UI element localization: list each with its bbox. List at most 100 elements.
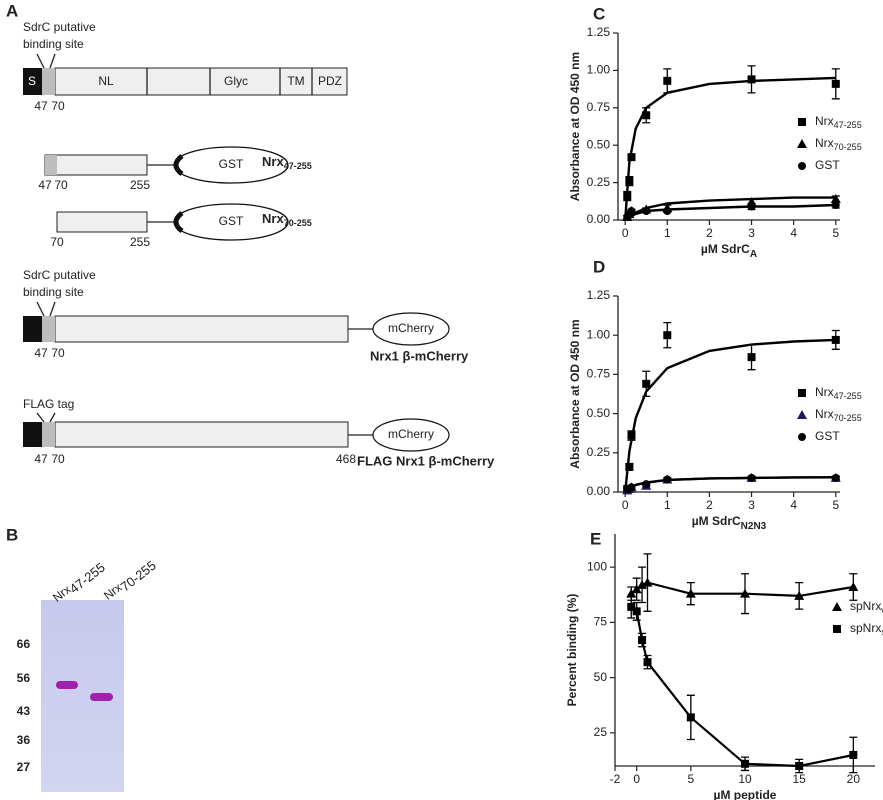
label: GST	[815, 158, 840, 172]
legend-marker	[797, 139, 807, 148]
y-tick-label: 75	[594, 615, 608, 629]
position: 47	[34, 99, 48, 113]
y-tick-label: 100	[587, 559, 607, 573]
marker-label: 36	[17, 733, 31, 747]
domain-label: S	[28, 74, 36, 88]
panel-label: E	[590, 529, 601, 548]
point	[638, 636, 647, 645]
point	[747, 75, 756, 84]
point	[643, 658, 652, 667]
point	[642, 379, 651, 388]
y-axis-title: Absorbance at OD 450 nm	[568, 52, 582, 201]
panel-label: A	[6, 1, 18, 20]
point	[831, 335, 840, 344]
point	[747, 202, 756, 211]
point	[741, 759, 749, 768]
legend-marker	[833, 625, 841, 633]
x-tick-label: 1	[664, 498, 671, 512]
point	[831, 201, 840, 210]
legend-marker	[832, 602, 842, 611]
annotation: SdrC putative	[23, 20, 96, 34]
point	[627, 153, 636, 162]
pointer	[36, 301, 45, 317]
point	[627, 483, 636, 492]
x-tick-label: 5	[832, 226, 839, 240]
point	[740, 588, 750, 598]
label-sub: scr	[881, 627, 883, 637]
domain-bar	[56, 211, 148, 233]
label-sub: 70-255	[834, 413, 862, 423]
binding-site	[45, 155, 57, 175]
position: 70	[51, 452, 65, 466]
label-main: µM SdrC	[701, 242, 750, 256]
position: 468	[336, 452, 356, 466]
series-line	[630, 606, 854, 768]
label-main: Nrx	[815, 385, 834, 399]
position: 255	[130, 235, 150, 249]
legend-marker	[798, 389, 806, 397]
y-tick-label: 0.25	[587, 445, 611, 459]
position: 70	[54, 178, 68, 192]
x-tick-label: 1	[664, 226, 671, 240]
x-tick-label: 3	[748, 498, 755, 512]
y-tick-label: 0.75	[587, 367, 611, 381]
legend-marker	[798, 118, 806, 126]
point	[663, 475, 672, 484]
x-tick-label: 5	[687, 772, 694, 786]
label: Nrx70-255	[815, 136, 862, 152]
marker-label: 27	[17, 760, 31, 774]
tag-edge	[173, 211, 184, 233]
point	[627, 602, 636, 611]
band	[90, 693, 113, 701]
fit-curve	[624, 196, 836, 221]
y-tick-label: 0.00	[587, 212, 611, 226]
label: µM peptide	[714, 788, 777, 800]
panel-label: B	[6, 525, 18, 544]
pointer	[49, 53, 56, 69]
band	[56, 681, 78, 689]
point	[663, 331, 672, 340]
domain-label: PDZ	[318, 74, 342, 88]
domain-bar	[54, 421, 349, 448]
y-tick-label: 0.25	[587, 175, 611, 189]
marker-label: 43	[17, 704, 31, 718]
domain-label: TM	[287, 74, 304, 88]
panel-label: D	[593, 257, 605, 276]
tag-label: mCherry	[388, 321, 434, 335]
x-tick-label: 5	[832, 498, 839, 512]
label: GST	[815, 429, 840, 443]
pointer	[49, 412, 56, 423]
position: 47	[34, 452, 48, 466]
x-tick-label: 20	[847, 772, 861, 786]
pointer	[36, 412, 45, 423]
y-tick-label: 1.00	[587, 327, 611, 341]
x-tick-label: 4	[790, 226, 797, 240]
x-tick-label: 0	[633, 772, 640, 786]
tag-shape	[372, 418, 450, 452]
point	[631, 584, 642, 594]
domain-bar	[44, 154, 148, 176]
label: Nrx47-255	[815, 114, 862, 130]
label-main: Nrx	[815, 136, 834, 150]
point	[625, 462, 634, 471]
x-tick-label: -2	[610, 772, 621, 786]
tag-label: mCherry	[388, 427, 434, 441]
point	[685, 588, 696, 598]
annotation: binding site	[23, 285, 84, 299]
label-main: spNrx	[850, 599, 881, 613]
position: 70	[50, 235, 64, 249]
marker-label: 56	[17, 671, 31, 685]
label-main: spNrx	[850, 621, 881, 635]
legend-marker	[798, 162, 806, 170]
x-tick-label: 10	[738, 772, 752, 786]
signal-domain	[23, 316, 42, 342]
point	[642, 577, 653, 587]
tag-edge	[173, 154, 184, 176]
point	[625, 177, 634, 186]
point	[830, 194, 841, 204]
y-axis-title: Absorbance at OD 450 nm	[568, 319, 582, 468]
domain-label: Glyc	[224, 74, 248, 88]
point	[686, 713, 695, 722]
legend-marker	[797, 410, 807, 419]
y-tick-label: 0.75	[587, 100, 611, 114]
